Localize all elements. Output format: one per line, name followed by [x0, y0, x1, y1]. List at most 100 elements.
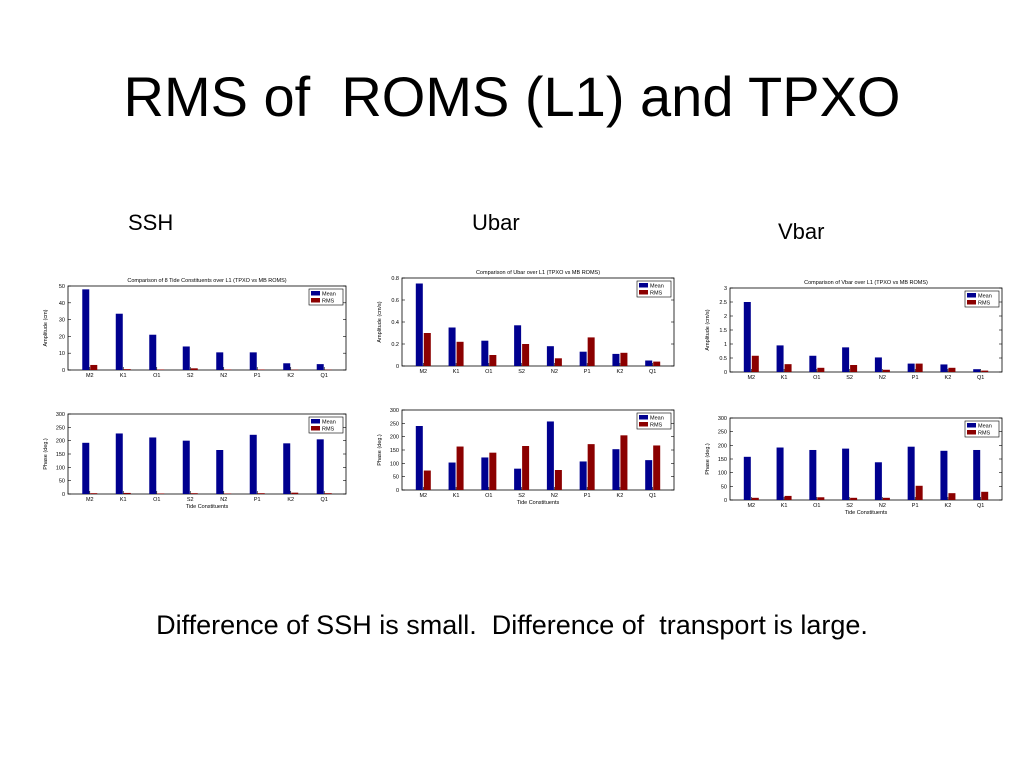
- x-tick-label: K1: [781, 375, 788, 381]
- mean-bar-k1: [776, 345, 784, 372]
- rms-bar-k2: [948, 493, 956, 500]
- rms-bar-p1: [257, 493, 265, 494]
- x-tick-label: S2: [187, 373, 194, 379]
- ssh-amplitude-chart: Comparison of 8 Tide Constituents over L…: [43, 278, 347, 379]
- rms-bar-p1: [257, 369, 265, 370]
- x-tick-label: N2: [551, 493, 558, 499]
- y-tick-label: 50: [59, 479, 65, 485]
- x-tick-label: P1: [254, 373, 261, 379]
- legend-label-rms: RMS: [978, 430, 991, 436]
- chart-title: Comparison of Ubar over L1 (TPXO vs MB R…: [476, 270, 600, 276]
- x-tick-label: Q1: [977, 503, 984, 509]
- y-tick-label: 0.8: [391, 276, 399, 282]
- mean-bar-m2: [415, 426, 423, 490]
- rms-bar-k2: [620, 435, 628, 490]
- y-tick-label: 0: [62, 368, 65, 374]
- mean-bar-o1: [481, 340, 489, 366]
- rms-bar-q1: [981, 370, 989, 372]
- rms-bar-p1: [915, 485, 923, 500]
- mean-bar-s2: [842, 448, 850, 500]
- rms-bar-o1: [817, 367, 825, 372]
- rms-bar-k2: [291, 492, 299, 494]
- mean-bar-k1: [448, 462, 456, 490]
- y-axis-label: Amplitude (cm/s): [377, 301, 383, 342]
- x-tick-label: P1: [912, 375, 919, 381]
- rms-bar-m2: [751, 497, 759, 500]
- y-axis-label: Amplitude (cm): [43, 309, 49, 346]
- x-axis-label: Tide Constituents: [517, 500, 560, 506]
- legend-label-rms: RMS: [650, 290, 663, 296]
- mean-bar-o1: [809, 449, 817, 500]
- x-tick-label: K1: [120, 373, 127, 379]
- rms-bar-m2: [423, 333, 431, 366]
- plot-frame: [729, 417, 1003, 501]
- ubar-amplitude-chart: Comparison of Ubar over L1 (TPXO vs MB R…: [377, 270, 675, 375]
- rms-bar-k1: [456, 341, 464, 366]
- y-tick-label: 1: [724, 342, 727, 348]
- x-tick-label: M2: [747, 503, 755, 509]
- mean-bar-m2: [743, 456, 751, 500]
- mean-bar-p1: [579, 461, 587, 490]
- x-tick-label: S2: [187, 497, 194, 503]
- legend-label-mean: Mean: [322, 291, 336, 297]
- legend-label-mean: Mean: [650, 283, 664, 289]
- rms-bar-o1: [489, 355, 497, 366]
- legend-swatch-mean: [967, 423, 976, 428]
- x-tick-label: K2: [287, 497, 294, 503]
- mean-bar-n2: [546, 421, 554, 490]
- x-tick-label: O1: [485, 493, 492, 499]
- legend-label-rms: RMS: [322, 298, 335, 304]
- legend-swatch-mean: [639, 283, 648, 288]
- y-tick-label: 200: [390, 435, 399, 441]
- chart-title: Comparison of Vbar over L1 (TPXO vs MB R…: [804, 280, 928, 286]
- rms-bar-n2: [554, 470, 562, 490]
- x-tick-label: K1: [120, 497, 127, 503]
- x-tick-label: M2: [86, 497, 94, 503]
- rms-bar-o1: [489, 452, 497, 490]
- rms-bar-o1: [157, 493, 165, 494]
- y-tick-label: 250: [718, 430, 727, 436]
- rms-bar-p1: [915, 363, 923, 372]
- x-axis-label: Tide Constituents: [845, 510, 888, 516]
- mean-bar-o1: [149, 437, 157, 494]
- mean-bar-k1: [115, 433, 123, 494]
- mean-bar-o1: [481, 457, 489, 490]
- rms-bar-n2: [224, 369, 232, 370]
- x-tick-label: O1: [813, 503, 820, 509]
- rms-bar-q1: [981, 491, 989, 500]
- column-label-vbar: Vbar: [778, 219, 825, 244]
- mean-bar-m2: [82, 442, 90, 494]
- y-tick-label: 50: [393, 475, 399, 481]
- x-tick-label: K2: [945, 503, 952, 509]
- mean-bar-k2: [612, 353, 620, 366]
- rms-bar-k1: [784, 364, 792, 372]
- x-tick-label: M2: [419, 369, 427, 375]
- legend-swatch-mean: [967, 293, 976, 298]
- mean-bar-k2: [940, 450, 948, 500]
- legend-label-rms: RMS: [650, 422, 663, 428]
- y-tick-label: 0.5: [719, 356, 727, 362]
- ssh-phase-chart: 0 50 100 150 200 250 300 Phase (deg.) M2 K1 O1 S2 N2…: [43, 412, 347, 510]
- y-tick-label: 0: [396, 364, 399, 370]
- y-tick-label: 150: [718, 457, 727, 463]
- mean-bar-s2: [842, 347, 850, 372]
- x-tick-label: K1: [453, 369, 460, 375]
- x-tick-label: S2: [846, 503, 853, 509]
- y-tick-label: 300: [718, 416, 727, 422]
- mean-bar-p1: [907, 363, 915, 372]
- rms-bar-m2: [751, 355, 759, 372]
- rms-bar-o1: [157, 369, 165, 370]
- rms-bar-n2: [224, 493, 232, 494]
- legend-swatch-mean: [311, 419, 320, 424]
- rms-bar-n2: [882, 497, 890, 500]
- x-tick-label: O1: [813, 375, 820, 381]
- mean-bar-n2: [874, 357, 882, 372]
- x-tick-label: P1: [912, 503, 919, 509]
- y-tick-label: 100: [718, 471, 727, 477]
- plot-frame: [729, 287, 1003, 373]
- rms-bar-q1: [653, 361, 661, 366]
- plot-frame: [67, 413, 347, 495]
- x-tick-label: S2: [518, 493, 525, 499]
